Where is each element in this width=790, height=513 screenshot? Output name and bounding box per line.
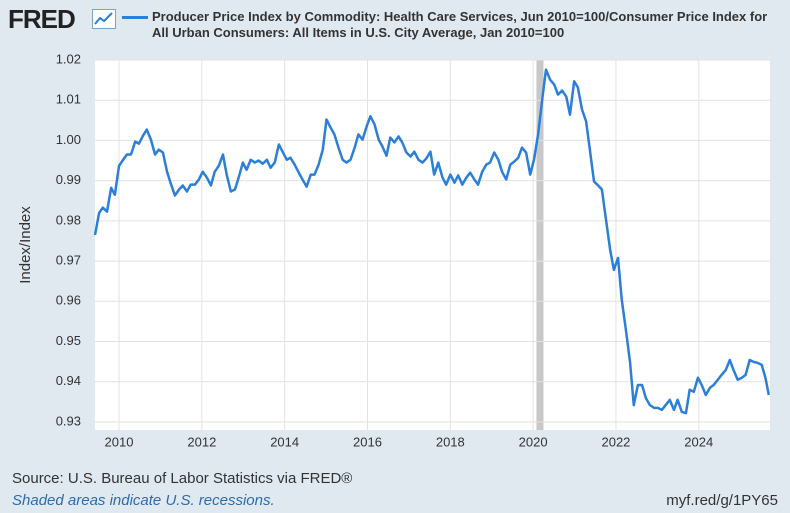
logo: FRED bbox=[8, 4, 76, 34]
y-tick-label: 0.97 bbox=[56, 253, 81, 268]
x-tick-label: 2012 bbox=[187, 434, 216, 449]
x-tick-label: 2016 bbox=[353, 434, 382, 449]
x-tick-label: 2020 bbox=[519, 434, 548, 449]
plot-area bbox=[95, 60, 770, 430]
y-tick-label: 0.99 bbox=[56, 172, 81, 187]
y-tick-label: 0.96 bbox=[56, 293, 81, 308]
short-link[interactable]: myf.red/g/1PY65 bbox=[666, 492, 778, 509]
recession-band bbox=[536, 60, 544, 430]
y-tick-label: 0.93 bbox=[56, 413, 81, 428]
x-tick-label: 2018 bbox=[436, 434, 465, 449]
x-tick-label: 2014 bbox=[270, 434, 299, 449]
logo-icon bbox=[92, 9, 116, 29]
x-tick-label: 2024 bbox=[684, 434, 713, 449]
y-tick-label: 1.00 bbox=[56, 132, 81, 147]
recession-note: Shaded areas indicate U.S. recessions. bbox=[12, 492, 275, 509]
y-tick-label: 1.02 bbox=[56, 51, 81, 66]
y-axis-label: Index/Index bbox=[17, 206, 34, 284]
y-tick-label: 1.01 bbox=[56, 92, 81, 107]
legend-entry: Producer Price Index by Commodity: Healt… bbox=[152, 9, 768, 40]
y-tick-label: 0.94 bbox=[56, 373, 81, 388]
x-tick-label: 2010 bbox=[105, 434, 134, 449]
y-tick-label: 0.98 bbox=[56, 212, 81, 227]
source-note: Source: U.S. Bureau of Labor Statistics … bbox=[12, 470, 353, 487]
legend-swatch bbox=[122, 16, 148, 19]
data-line bbox=[93, 68, 770, 415]
y-tick-label: 0.95 bbox=[56, 333, 81, 348]
x-tick-label: 2022 bbox=[601, 434, 630, 449]
